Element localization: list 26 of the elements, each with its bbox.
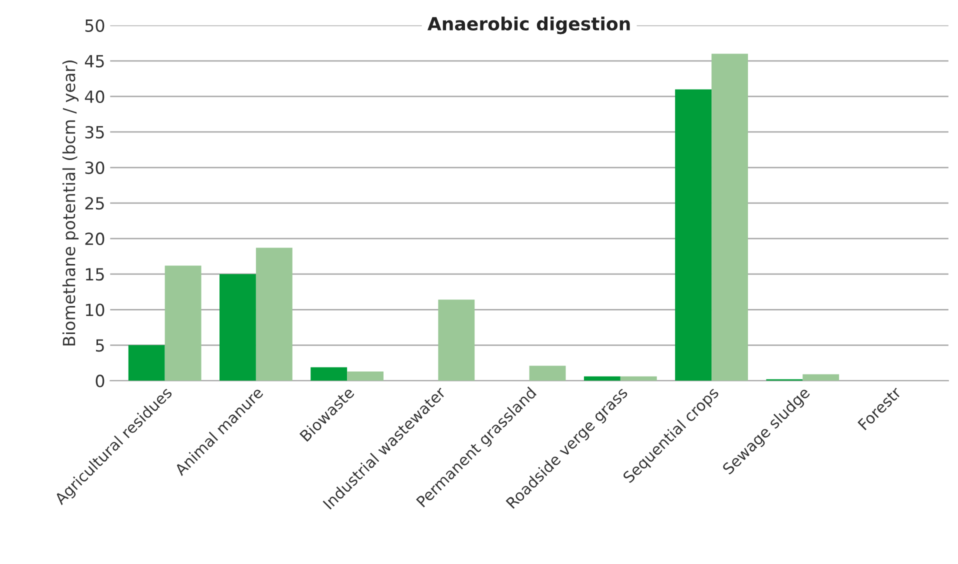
bar	[584, 376, 620, 381]
bar	[256, 248, 292, 381]
y-tick-label: 45	[84, 55, 104, 68]
y-tick-label: 25	[85, 197, 104, 210]
bar	[128, 345, 165, 381]
bar	[802, 374, 840, 381]
y-tick-label: 10	[86, 304, 104, 316]
y-tick-label: 5	[96, 339, 104, 352]
y-tick-label: 15	[86, 268, 104, 281]
y-axis-title: Biomethane potential (bcm / year)	[62, 60, 79, 346]
y-tick-label: 50	[85, 19, 104, 32]
y-tick-label: 20	[85, 232, 104, 246]
bar	[529, 366, 566, 381]
bar	[164, 266, 202, 381]
y-tick-label: 40	[84, 90, 104, 104]
y-tick-label: 35	[85, 126, 104, 139]
bar	[347, 371, 384, 381]
bar	[438, 300, 475, 381]
bar	[675, 89, 712, 381]
bar	[620, 376, 657, 381]
y-tick-label: 30	[85, 161, 104, 174]
bar	[310, 367, 348, 381]
bar	[220, 274, 256, 381]
bar	[712, 54, 748, 381]
chart-title: Anaerobic digestion	[427, 16, 630, 34]
y-tick-label: 0	[96, 374, 104, 388]
